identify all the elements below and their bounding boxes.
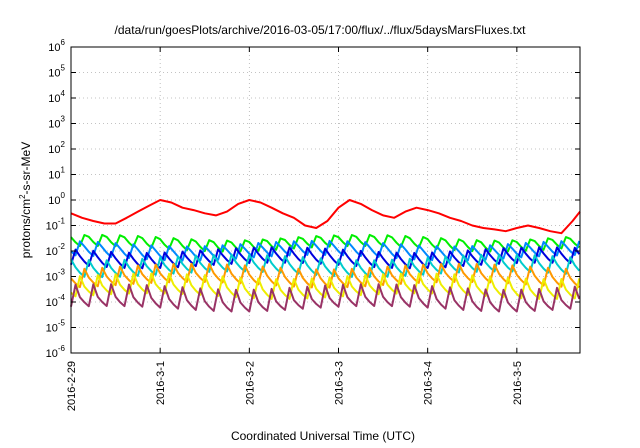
y-tick-label: 10-4 bbox=[46, 293, 66, 309]
y-tick-base: 10 bbox=[46, 221, 58, 233]
y-tick-label: 10-2 bbox=[46, 242, 66, 258]
y-axis-label-superscript: 2 bbox=[18, 194, 27, 199]
y-tick-base: 10 bbox=[46, 348, 58, 360]
x-tick-label: 2016-3-4 bbox=[423, 361, 435, 405]
y-tick-base: 10 bbox=[46, 246, 58, 258]
y-tick-base: 10 bbox=[46, 297, 58, 309]
y-tick-exponent: 5 bbox=[61, 64, 66, 73]
grid-lines bbox=[70, 46, 580, 354]
y-tick-exponent: -3 bbox=[58, 268, 66, 277]
y-tick-base: 10 bbox=[48, 119, 60, 131]
y-tick-exponent: 2 bbox=[61, 140, 66, 149]
y-tick-exponent: 4 bbox=[61, 89, 66, 98]
series-line bbox=[70, 233, 580, 253]
y-tick-label: 10-6 bbox=[46, 344, 66, 360]
y-tick-exponent: -1 bbox=[58, 217, 66, 226]
y-tick-exponent: -4 bbox=[58, 293, 66, 302]
y-tick-exponent: 6 bbox=[61, 38, 66, 47]
series-line bbox=[70, 199, 581, 235]
y-axis-ticks: 10-610-510-410-310-210-11001011021031041… bbox=[46, 38, 580, 360]
y-tick-base: 10 bbox=[48, 195, 60, 207]
y-tick-label: 10-3 bbox=[46, 268, 66, 284]
y-tick-exponent: 1 bbox=[61, 166, 66, 175]
y-tick-exponent: -2 bbox=[58, 242, 66, 251]
series-line bbox=[70, 272, 581, 300]
chart-title: /data/run/goesPlots/archive/2016-03-05/1… bbox=[115, 23, 527, 37]
x-tick-label: 2016-3-3 bbox=[334, 361, 346, 405]
y-tick-base: 10 bbox=[46, 272, 58, 284]
y-tick-label: 105 bbox=[48, 64, 65, 80]
y-tick-exponent: -5 bbox=[58, 319, 66, 328]
series-line bbox=[70, 262, 580, 289]
y-axis-label-main: protons/cm bbox=[19, 199, 33, 258]
series-line bbox=[70, 283, 581, 313]
y-tick-label: 101 bbox=[48, 166, 65, 182]
x-tick-label: 2016-3-2 bbox=[244, 361, 256, 405]
y-tick-label: 10-5 bbox=[46, 319, 66, 335]
y-tick-base: 10 bbox=[48, 93, 60, 105]
y-tick-base: 10 bbox=[48, 42, 60, 54]
y-tick-exponent: 3 bbox=[61, 115, 66, 124]
y-tick-exponent: 0 bbox=[61, 191, 66, 200]
y-axis-label: protons/cm2-s-sr-MeV bbox=[18, 142, 33, 258]
y-tick-label: 103 bbox=[48, 115, 65, 131]
y-tick-exponent: -6 bbox=[58, 344, 66, 353]
y-axis-label-rest: -s-sr-MeV bbox=[19, 142, 33, 195]
x-tick-label: 2016-3-1 bbox=[155, 361, 167, 405]
y-tick-label: 100 bbox=[48, 191, 65, 207]
series-line bbox=[70, 253, 581, 279]
y-tick-label: 106 bbox=[48, 38, 65, 54]
y-tick-label: 104 bbox=[48, 89, 65, 105]
y-tick-base: 10 bbox=[48, 144, 60, 156]
x-tick-label: 2016-3-5 bbox=[512, 361, 524, 405]
x-tick-label: 2016-2-29 bbox=[66, 361, 78, 411]
y-tick-base: 10 bbox=[48, 68, 60, 80]
y-tick-label: 10-1 bbox=[46, 217, 66, 233]
y-tick-base: 10 bbox=[46, 323, 58, 335]
x-axis-ticks: 2016-2-29 2016-3-1 2016-3-2 2016-3-3 2016-3-… bbox=[66, 47, 524, 411]
series-group bbox=[70, 199, 581, 313]
y-tick-base: 10 bbox=[48, 170, 60, 182]
x-axis-label: Coordinated Universal Time (UTC) bbox=[231, 429, 415, 443]
y-tick-label: 102 bbox=[48, 140, 65, 156]
series-line bbox=[70, 239, 581, 262]
